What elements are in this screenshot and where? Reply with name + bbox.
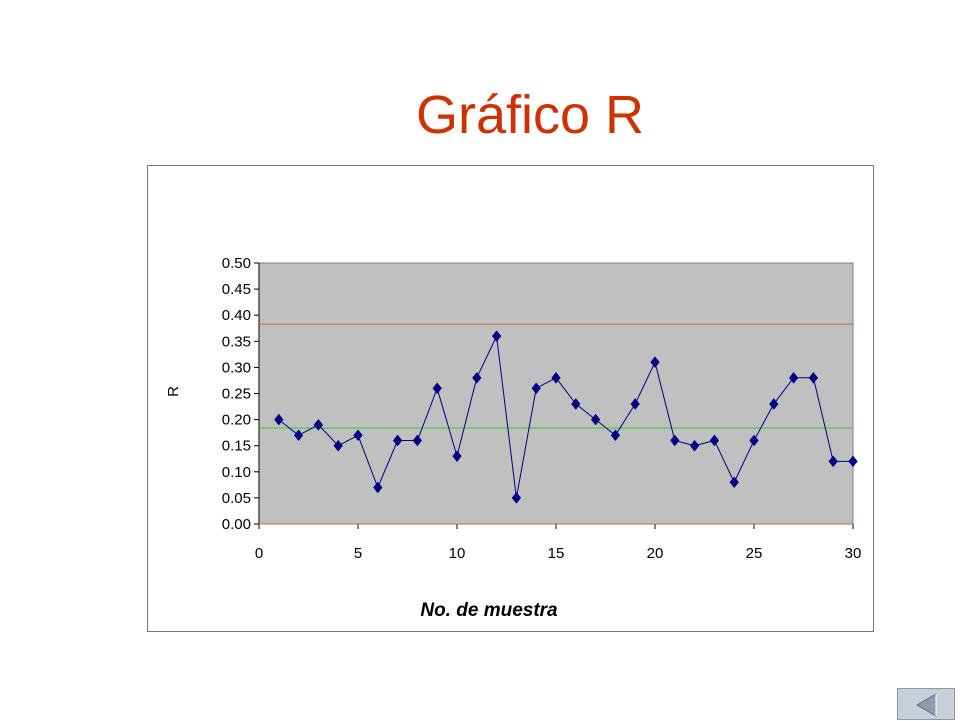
data-point-marker — [769, 398, 779, 410]
data-point-marker — [491, 330, 502, 342]
slide-title: Gráfico R — [415, 85, 645, 145]
y-tick-label: 0.35 — [222, 333, 251, 350]
x-tick-label: 0 — [255, 545, 263, 562]
y-tick-label: 0.00 — [222, 516, 251, 533]
data-point-marker — [274, 413, 284, 426]
data-point-marker — [630, 398, 640, 410]
y-tick-label: 0.30 — [222, 359, 251, 376]
y-tick-label: 0.40 — [222, 307, 251, 324]
data-point-marker — [828, 455, 838, 468]
y-tick-label: 0.10 — [222, 464, 251, 481]
data-point-marker — [373, 481, 383, 494]
y-tick-label: 0.50 — [222, 255, 251, 272]
triangle-left-icon — [916, 693, 937, 717]
r-control-chart: 0.00 0.05 0.10 0.15 0.20 0.25 0.30 0.35 0.40 0.45… — [165, 255, 862, 621]
y-axis: 0.00 0.05 0.10 0.15 0.20 0.25 0.30 0.35 0.40 0.45… — [222, 255, 260, 533]
data-point-marker — [333, 439, 343, 452]
series-line — [278, 334, 853, 498]
x-axis-title: No. de muestra — [420, 600, 558, 621]
x-axis: 0 5 10 15 20 25 30 — [255, 523, 862, 562]
data-point-marker — [293, 429, 304, 442]
x-tick-label: 10 — [449, 545, 466, 562]
y-tick-label: 0.20 — [222, 412, 251, 429]
y-tick-label: 0.45 — [222, 281, 251, 298]
data-point-marker — [650, 356, 660, 368]
data-point-marker — [511, 492, 522, 504]
data-point-marker — [848, 455, 858, 468]
y-tick-label: 0.15 — [222, 438, 251, 455]
data-point-marker — [610, 429, 621, 442]
data-point-marker — [392, 434, 403, 447]
chart-frame: 0.00 0.05 0.10 0.15 0.20 0.25 0.30 0.35 0.40 0.45… — [147, 165, 874, 632]
y-axis-title: R — [165, 386, 182, 397]
data-point-marker — [452, 450, 462, 462]
y-tick-label: 0.05 — [222, 490, 251, 507]
data-point-marker — [571, 398, 581, 410]
data-point-marker — [749, 434, 759, 447]
x-tick-label: 5 — [354, 545, 362, 562]
back-button[interactable] — [897, 688, 955, 720]
plot-area — [258, 262, 854, 525]
data-point-marker — [472, 372, 482, 384]
x-tick-label: 30 — [845, 545, 862, 562]
data-point-marker — [590, 413, 601, 426]
data-point-marker — [432, 382, 442, 395]
data-point-marker — [531, 382, 541, 395]
data-point-marker — [788, 372, 799, 384]
y-tick-label: 0.25 — [222, 386, 251, 403]
x-tick-label: 25 — [746, 545, 763, 562]
data-point-marker — [313, 419, 324, 431]
x-tick-label: 20 — [647, 545, 664, 562]
x-tick-label: 15 — [548, 545, 565, 562]
data-point-marker — [729, 476, 739, 489]
series-markers — [274, 330, 858, 504]
data-point-marker — [689, 439, 700, 452]
data-point-marker — [709, 434, 720, 447]
data-point-marker — [670, 434, 680, 447]
data-point-marker — [412, 434, 423, 447]
data-point-marker — [353, 429, 363, 442]
data-point-marker — [808, 372, 819, 384]
data-point-marker — [551, 372, 561, 384]
